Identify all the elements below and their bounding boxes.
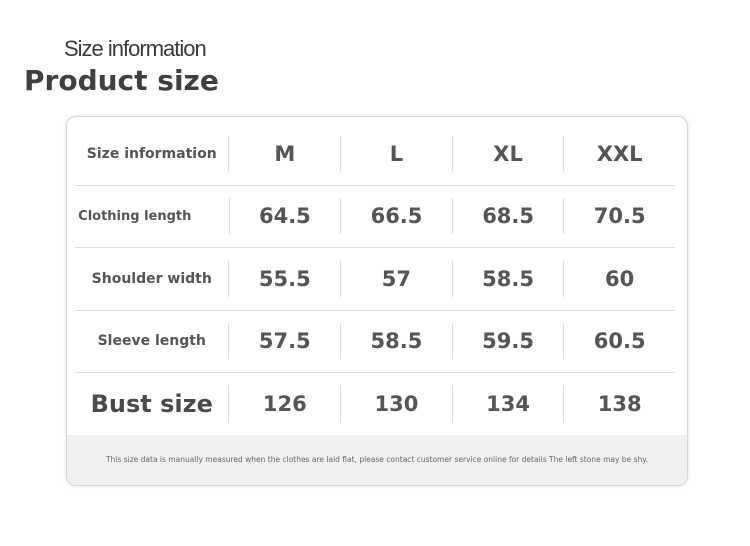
page-title: Product size — [24, 64, 219, 97]
value-cell: 60.5 — [563, 323, 675, 359]
size-l: L — [340, 136, 452, 172]
size-xl: XL — [451, 136, 564, 172]
subtitle: Size information — [64, 36, 207, 61]
footnote: This size data is manually measured when… — [67, 435, 687, 485]
size-m: M — [228, 136, 340, 172]
row-label: Bust size — [90, 390, 213, 418]
value-cell: 57 — [340, 261, 452, 297]
value-cell: 60 — [563, 261, 675, 297]
size-xxl: XXL — [563, 136, 675, 172]
row-label: Shoulder width — [91, 271, 212, 287]
table-row: Clothing length 64.5 66.5 68.5 70.5 — [75, 185, 675, 248]
value-cell: 134 — [451, 386, 564, 422]
value-cell: 64.5 — [228, 198, 341, 234]
value-cell: 57.5 — [228, 323, 340, 359]
value-cell: 68.5 — [451, 198, 564, 234]
header-label: Size information — [86, 146, 217, 162]
value-cell: 126 — [228, 386, 340, 422]
table-header-row: Size information M L XL XXL — [75, 123, 675, 186]
table-row: Sleeve length 57.5 58.5 59.5 60.5 — [75, 310, 675, 373]
value-cell: 58.5 — [451, 261, 564, 297]
value-cell: 59.5 — [451, 323, 564, 359]
value-cell: 130 — [340, 386, 452, 422]
row-label: Clothing length — [78, 208, 192, 224]
value-cell: 55.5 — [228, 261, 340, 297]
table-row: Bust size 126 130 134 138 — [75, 373, 675, 435]
value-cell: 58.5 — [340, 323, 452, 359]
value-cell: 66.5 — [340, 198, 452, 234]
value-cell: 70.5 — [563, 198, 675, 234]
value-cell: 138 — [563, 386, 675, 422]
size-table: Size information M L XL XXL Clothing len… — [66, 116, 688, 486]
row-label: Sleeve length — [97, 333, 206, 349]
table-row: Shoulder width 55.5 57 58.5 60 — [75, 248, 675, 311]
